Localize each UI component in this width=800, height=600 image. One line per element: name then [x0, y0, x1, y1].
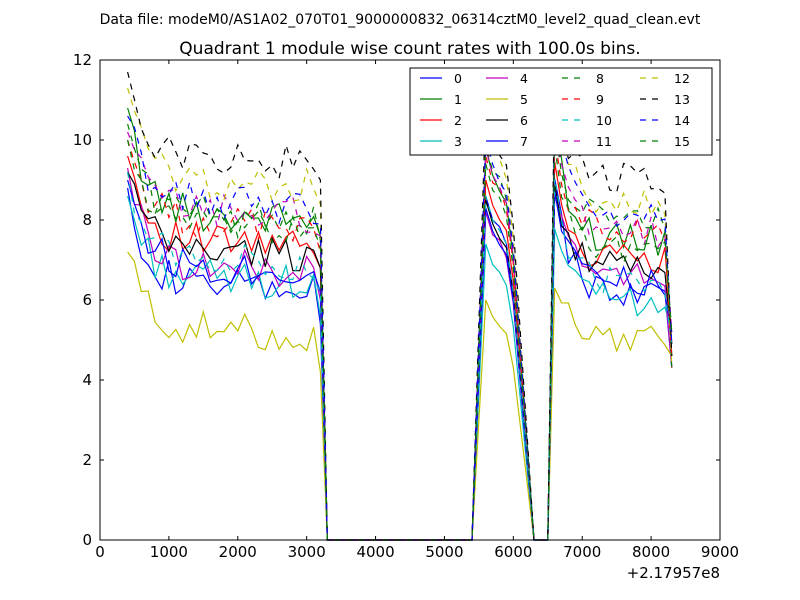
legend-label-8: 8 [596, 71, 604, 86]
series-line-8 [127, 123, 673, 541]
legend-label-7: 7 [520, 134, 528, 149]
series-line-10 [127, 171, 673, 541]
series-line-1 [127, 107, 673, 541]
series-line-12 [127, 87, 673, 541]
series-line-14 [127, 115, 673, 541]
y-tick-label: 10 [73, 131, 92, 149]
legend-label-5: 5 [520, 92, 528, 107]
tick-layer: 0 1000 2000 3000 4000 5000 6000 7000 8000 9000 0 2 4… [73, 51, 739, 561]
legend-label-3: 3 [454, 134, 462, 149]
y-tick-label: 12 [73, 51, 92, 69]
series-line-7 [127, 179, 673, 541]
series-line-5 [127, 251, 673, 541]
legend-frame [409, 67, 713, 156]
x-tick-label: 5000 [425, 543, 463, 561]
x-tick-label: 7000 [563, 543, 601, 561]
x-tick-label: 4000 [356, 543, 394, 561]
legend-label-12: 12 [674, 71, 690, 86]
series-line-13 [127, 71, 673, 541]
x-offset-label: +2.17957e8 [627, 564, 720, 582]
series-line-3 [127, 195, 673, 541]
x-tick-label: 9000 [701, 543, 739, 561]
x-tick-label: 1000 [150, 543, 188, 561]
legend-label-15: 15 [674, 134, 690, 149]
y-tick-label: 0 [82, 531, 92, 549]
x-tick-label: 3000 [288, 543, 326, 561]
x-tick-label: 2000 [219, 543, 257, 561]
y-tick-label: 4 [82, 371, 92, 389]
x-tick-label: 6000 [494, 543, 532, 561]
y-tick-label: 2 [82, 451, 92, 469]
legend-label-0: 0 [454, 71, 462, 86]
y-tick-label: 6 [82, 291, 92, 309]
figure-suptitle: Data file: modeM0/AS1A02_070T01_90000008… [100, 12, 701, 28]
legend-label-13: 13 [674, 92, 690, 107]
legend-label-4: 4 [520, 71, 528, 86]
x-tick-label: 8000 [632, 543, 670, 561]
series-line-15 [127, 139, 673, 541]
legend-label-11: 11 [596, 134, 612, 149]
series-line-6 [127, 171, 673, 541]
x-tick-label: 0 [95, 543, 105, 561]
legend-label-9: 9 [596, 92, 604, 107]
y-tick-label: 8 [82, 211, 92, 229]
legend-label-6: 6 [520, 113, 528, 128]
legend-label-14: 14 [674, 113, 690, 128]
legend-label-2: 2 [454, 113, 462, 128]
legend-label-10: 10 [596, 113, 612, 128]
series-line-0 [127, 178, 673, 541]
chart-title: Quadrant 1 module wise count rates with … [179, 39, 640, 59]
series-line-11 [127, 128, 673, 541]
series-line-9 [127, 136, 673, 541]
legend-label-1: 1 [454, 92, 462, 107]
series-layer [127, 71, 673, 541]
